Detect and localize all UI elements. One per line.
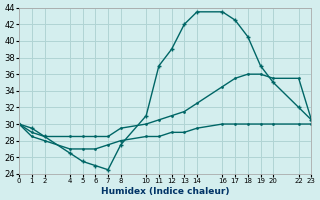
- X-axis label: Humidex (Indice chaleur): Humidex (Indice chaleur): [101, 187, 229, 196]
